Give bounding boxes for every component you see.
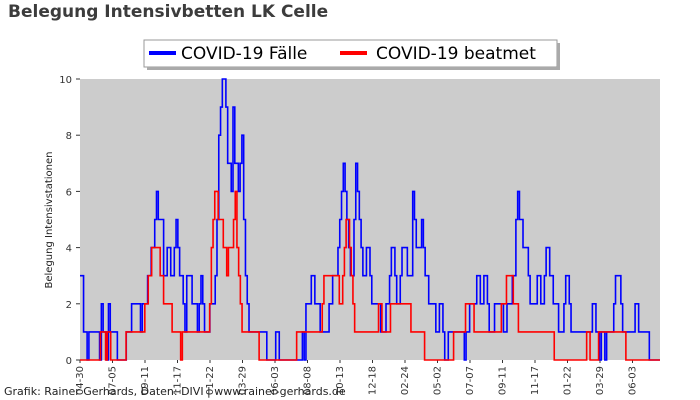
series-line-beatmet (80, 190, 660, 361)
x-tick-label: 04-30 (75, 366, 86, 395)
x-tick-label: 03-29 (238, 366, 249, 395)
x-tick-label: 11-17 (530, 366, 541, 395)
y-tick-label: 10 (59, 75, 72, 86)
x-tick-label: 02-24 (400, 366, 411, 395)
x-tick-label: 06-03 (270, 366, 281, 395)
y-tick-label: 0 (66, 356, 72, 367)
series-layer (80, 78, 660, 361)
y-tick-label: 2 (66, 300, 72, 311)
x-tick-label: 09-11 (498, 366, 509, 395)
x-axis: 04-30 07-05 09-11 11-17 01-22 03-29 06-03 08-08… (75, 360, 639, 395)
legend-shadow-side (557, 43, 560, 70)
x-tick-label: 06-03 (628, 366, 639, 395)
x-tick-label: 03-29 (595, 366, 606, 395)
x-tick-label: 10-13 (335, 366, 346, 395)
series-line-faelle (80, 78, 660, 361)
chart-title: Belegung Intensivbetten LK Celle (8, 2, 329, 22)
x-tick-label: 12-18 (368, 366, 379, 395)
legend-shadow (147, 67, 560, 70)
legend-label: COVID-19 Fälle (181, 44, 307, 64)
x-tick-label: 09-11 (140, 366, 151, 395)
footer-credit: Grafik: Rainer Gerhards, Daten: DIVI | w… (4, 385, 346, 398)
y-axis-label: Belegung Intensivstationen (44, 151, 55, 288)
x-tick-label: 07-07 (465, 366, 476, 395)
x-tick-label: 11-17 (173, 366, 184, 395)
x-tick-label: 07-05 (108, 366, 119, 395)
x-tick-label: 08-08 (303, 366, 314, 395)
y-tick-label: 4 (66, 244, 72, 255)
legend: COVID-19 Fälle COVID-19 beatmet (143, 39, 560, 70)
y-tick-label: 8 (66, 131, 72, 142)
y-axis: 0 2 4 6 8 10 (59, 75, 80, 367)
y-tick-label: 6 (66, 187, 72, 198)
x-tick-label: 01-22 (205, 366, 216, 395)
plot-area (80, 79, 660, 360)
x-tick-label: 05-02 (433, 366, 444, 395)
x-tick-label: 01-22 (563, 366, 574, 395)
legend-label: COVID-19 beatmet (376, 44, 536, 64)
